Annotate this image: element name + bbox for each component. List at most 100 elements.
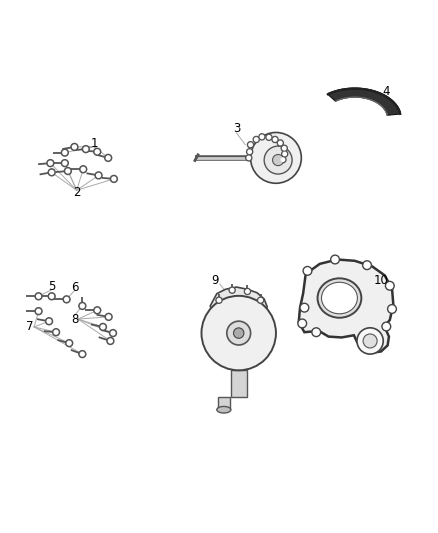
Circle shape <box>64 167 71 174</box>
Text: 4: 4 <box>382 85 390 98</box>
Circle shape <box>97 173 100 177</box>
Circle shape <box>84 147 88 151</box>
Circle shape <box>251 133 301 183</box>
Text: 2: 2 <box>73 187 81 199</box>
Circle shape <box>280 157 286 163</box>
Circle shape <box>112 177 116 181</box>
Circle shape <box>82 146 89 152</box>
Circle shape <box>35 308 42 314</box>
Circle shape <box>95 150 99 154</box>
Circle shape <box>264 146 292 174</box>
Circle shape <box>61 149 68 156</box>
Circle shape <box>254 138 258 141</box>
Circle shape <box>106 156 110 160</box>
Circle shape <box>111 331 115 335</box>
Circle shape <box>363 261 371 270</box>
Circle shape <box>266 134 272 140</box>
Polygon shape <box>231 370 247 397</box>
Circle shape <box>244 288 251 295</box>
Circle shape <box>281 158 285 161</box>
Circle shape <box>48 169 55 176</box>
Circle shape <box>50 171 53 174</box>
Circle shape <box>37 294 40 298</box>
Ellipse shape <box>217 407 231 413</box>
Text: 10: 10 <box>374 274 389 287</box>
Circle shape <box>249 143 252 147</box>
Circle shape <box>273 138 277 141</box>
Ellipse shape <box>318 278 361 318</box>
Circle shape <box>388 304 396 313</box>
Circle shape <box>246 155 252 161</box>
Circle shape <box>80 166 87 173</box>
Circle shape <box>66 340 73 346</box>
Circle shape <box>283 152 286 156</box>
Circle shape <box>105 155 112 161</box>
Circle shape <box>259 298 262 302</box>
Circle shape <box>382 322 391 331</box>
Circle shape <box>247 142 254 148</box>
Text: 1: 1 <box>90 138 98 150</box>
Circle shape <box>79 351 86 358</box>
Circle shape <box>229 287 235 293</box>
Circle shape <box>300 303 309 312</box>
Circle shape <box>71 143 78 150</box>
Circle shape <box>46 318 53 325</box>
Circle shape <box>50 294 53 298</box>
Circle shape <box>385 281 394 290</box>
Circle shape <box>110 175 117 182</box>
Circle shape <box>298 319 307 328</box>
Circle shape <box>247 149 253 155</box>
Circle shape <box>258 297 264 303</box>
Circle shape <box>281 145 287 151</box>
Circle shape <box>63 151 67 155</box>
Circle shape <box>94 148 101 155</box>
Circle shape <box>101 325 105 329</box>
Circle shape <box>105 313 112 320</box>
Text: 5: 5 <box>48 280 55 293</box>
Circle shape <box>63 296 70 303</box>
Circle shape <box>227 321 251 345</box>
Circle shape <box>272 155 284 166</box>
Circle shape <box>65 297 68 301</box>
Circle shape <box>107 315 110 319</box>
Circle shape <box>99 324 106 330</box>
Polygon shape <box>210 287 267 317</box>
Circle shape <box>277 140 283 146</box>
Circle shape <box>312 328 321 336</box>
Circle shape <box>357 328 383 354</box>
Circle shape <box>248 150 251 154</box>
Circle shape <box>303 266 312 275</box>
Circle shape <box>35 293 42 300</box>
Circle shape <box>230 288 234 292</box>
Circle shape <box>95 309 99 312</box>
Circle shape <box>54 330 58 334</box>
Circle shape <box>110 329 117 336</box>
Circle shape <box>260 135 264 139</box>
Circle shape <box>233 328 244 338</box>
Circle shape <box>67 341 71 345</box>
Circle shape <box>73 145 76 149</box>
Circle shape <box>79 302 86 310</box>
Polygon shape <box>328 88 400 115</box>
Circle shape <box>217 298 221 302</box>
Circle shape <box>247 156 251 159</box>
Polygon shape <box>218 397 230 410</box>
Text: 8: 8 <box>71 312 78 326</box>
Circle shape <box>283 147 286 150</box>
Circle shape <box>95 172 102 179</box>
Circle shape <box>47 159 54 167</box>
Circle shape <box>363 334 377 348</box>
Circle shape <box>272 136 278 142</box>
Circle shape <box>61 159 68 167</box>
Circle shape <box>253 136 259 142</box>
Circle shape <box>81 167 85 171</box>
Circle shape <box>201 296 276 370</box>
Circle shape <box>47 319 51 323</box>
Circle shape <box>66 169 70 173</box>
Circle shape <box>37 309 40 313</box>
Circle shape <box>48 293 55 300</box>
Polygon shape <box>299 260 393 353</box>
Circle shape <box>107 337 114 344</box>
Circle shape <box>94 307 101 314</box>
Text: 3: 3 <box>233 122 240 135</box>
